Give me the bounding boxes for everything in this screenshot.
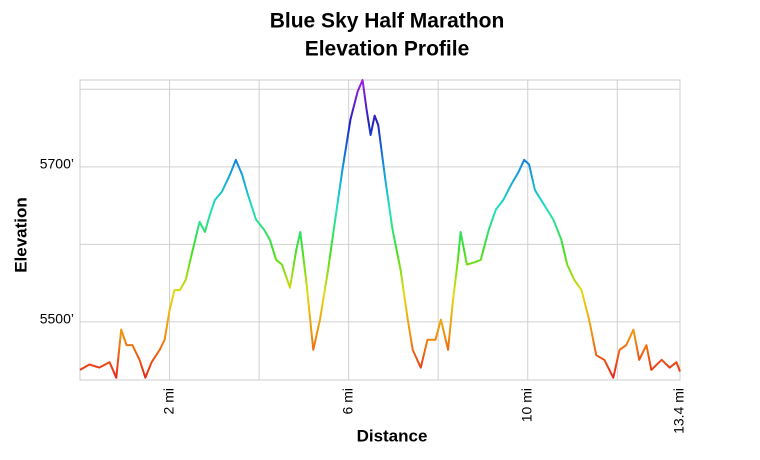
x-tick-label: 10 mi (518, 388, 534, 422)
y-tick-label: 5500’ (40, 311, 74, 327)
x-tick-label: 2 mi (160, 388, 176, 414)
y-axis-label: Elevation (11, 197, 30, 273)
x-tick-label: 6 mi (339, 388, 355, 414)
chart-subtitle: Elevation Profile (305, 38, 470, 61)
chart-title: Blue Sky Half Marathon (270, 10, 505, 33)
x-axis-label: Distance (357, 426, 428, 445)
y-tick-label: 5700’ (40, 156, 74, 172)
elevation-line (79, 79, 681, 379)
x-tick-label: 13.4 mi (671, 388, 687, 434)
